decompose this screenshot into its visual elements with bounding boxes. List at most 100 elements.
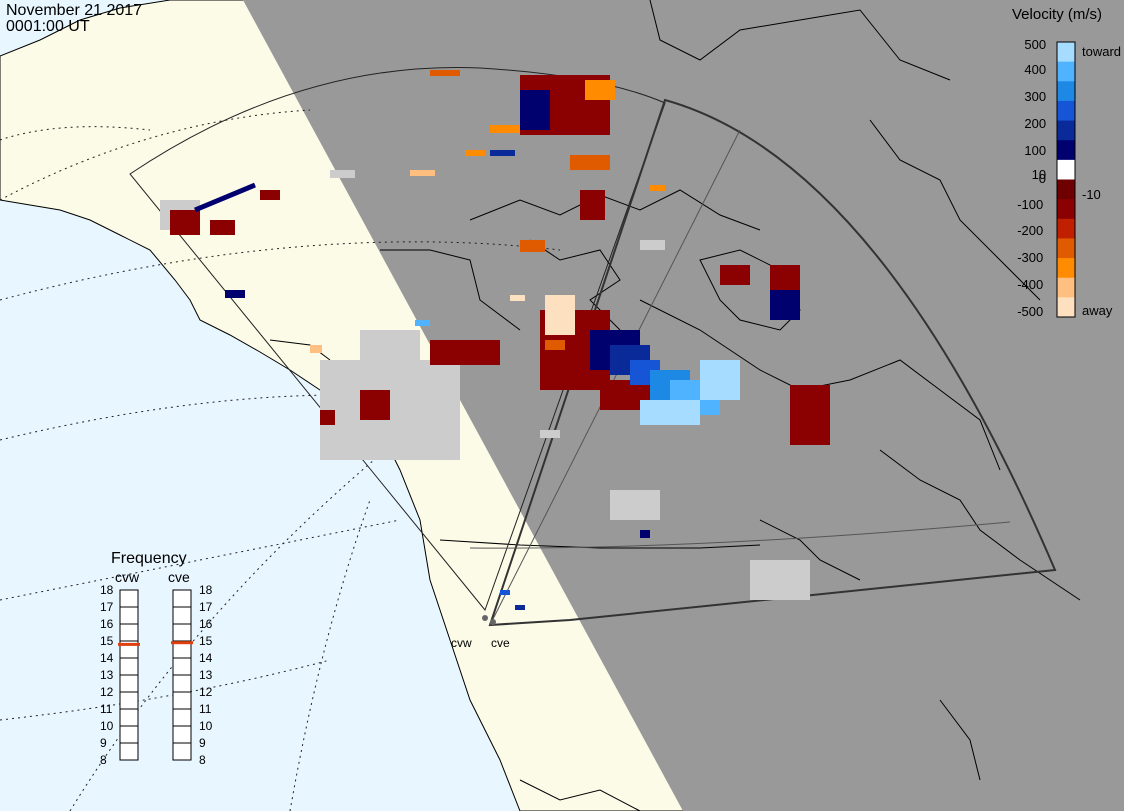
scatter-cell: [570, 155, 610, 170]
scatter-cell: [770, 265, 800, 290]
frequency-scale-label: 8: [199, 753, 206, 767]
frequency-scale-label: 14: [100, 651, 114, 665]
frequency-scale-label: 17: [199, 600, 213, 614]
grid-line-lon-1: [69, 429, 411, 811]
scatter-cell: [415, 320, 430, 326]
scatter-cell: [750, 560, 810, 600]
frequency-scale-label: 12: [199, 685, 213, 699]
scatter-cell: [770, 290, 800, 320]
scatter-cell: [310, 345, 322, 353]
colorbar-swatch: [1057, 277, 1075, 298]
coastline-hudson: [639, 299, 1001, 471]
frequency-scale-label: 10: [100, 719, 114, 733]
colorbar-swatch: [1057, 238, 1075, 259]
frequency-scale-label: 9: [199, 736, 206, 750]
colorbar-swatch: [1057, 100, 1075, 122]
scatter-cell: [225, 290, 245, 298]
frequency-scale-label: 17: [100, 600, 114, 614]
colorbar-tick-label: -10: [1082, 187, 1101, 202]
scatter-cell: [640, 400, 700, 425]
scatter-cell: [465, 150, 485, 156]
date-label: November 21 2017: [6, 2, 143, 19]
colorbar-swatch: [1057, 81, 1075, 102]
scatter-beam-alaska: [194, 182, 256, 213]
colorbar-tick-label: -500: [1017, 304, 1044, 319]
frequency-scale-label: 18: [100, 583, 114, 597]
colorbar-away-label: away: [1082, 303, 1113, 318]
frequency-scale-label: 14: [199, 651, 213, 665]
scatter-cell: [700, 360, 740, 400]
scatter-cell: [490, 150, 515, 156]
frequency-radar-label-cve: cve: [168, 569, 190, 585]
scatter-cell: [540, 430, 560, 438]
colorbar-swatch: [1057, 199, 1075, 220]
frequency-scale-label: 12: [100, 685, 114, 699]
frequency-scale-label: 15: [199, 634, 213, 648]
colorbar-tick-label: -400: [1017, 277, 1044, 292]
scatter-cell: [580, 190, 605, 220]
scatter-cell: [430, 70, 460, 76]
scatter-cell: [790, 385, 830, 445]
grid-line-lat-1: [0, 241, 561, 301]
colorbar-swatch: [1057, 42, 1075, 63]
colorbar-swatch: [1057, 258, 1075, 279]
colorbar-swatch: [1057, 179, 1075, 200]
frequency-scale-label: 11: [100, 702, 113, 716]
radar-site-label-cve: cve: [491, 636, 510, 650]
scatter-cell: [430, 340, 500, 365]
frequency-scale-label: 9: [100, 736, 107, 750]
colorbar-tick-label: 10: [1031, 167, 1047, 182]
frequency-radar-label-cvw: cvw: [115, 569, 140, 585]
frequency-scale-label: 10: [199, 719, 213, 733]
colorbar-swatch: [1057, 218, 1075, 239]
scatter-cell: [210, 220, 235, 235]
scatter-cell: [170, 210, 200, 235]
scatter-cell: [360, 390, 390, 420]
frequency-scale-label: 11: [199, 702, 212, 716]
frequency-scale-label: 8: [100, 753, 107, 767]
scatter-cell: [360, 330, 420, 370]
radar-site-cve-marker: [490, 619, 496, 625]
colorbar-tick-label: 300: [1024, 89, 1047, 104]
time-label: 0001:00 UT: [6, 18, 90, 35]
frequency-scale-label: 15: [100, 634, 114, 648]
scatter-cell: [320, 410, 335, 425]
grid-line-lat-4: [0, 519, 401, 601]
coastline-arctic-1: [469, 189, 761, 231]
scatter-cell: [545, 340, 565, 350]
scatter-cell: [650, 185, 665, 191]
scatter-cell: [500, 590, 510, 595]
colorbar-swatch: [1057, 140, 1075, 161]
coastline-south: [519, 779, 641, 811]
fov-cve-beam-line: [489, 129, 741, 626]
radar-site-cvw-marker: [482, 615, 488, 621]
scatter-cell: [520, 240, 545, 252]
frequency-scale-label: 13: [199, 668, 213, 682]
colorbar-swatch: [1057, 120, 1075, 141]
frequency-indicator-cvw: [118, 642, 140, 646]
coastline-east: [879, 449, 1081, 601]
colorbar-frame: [1056, 41, 1076, 318]
scatter-cell: [520, 90, 550, 130]
grid-line-lat-2: [0, 109, 311, 201]
frequency-scale-label: 16: [199, 617, 213, 631]
colorbar-tick-label: 500: [1024, 37, 1047, 52]
colorbar-tick-label: 0: [1038, 171, 1047, 186]
colorbar-tick-label: -100: [1017, 197, 1044, 212]
coastline-great-lakes: [759, 519, 861, 581]
colorbar-tick-label: 100: [1024, 143, 1047, 158]
frequency-indicator-cve: [171, 641, 193, 645]
fov-cvw: [129, 67, 666, 612]
scatter-cell: [515, 605, 525, 610]
colorbar-toward-label: toward: [1082, 44, 1122, 59]
colorbar-tick-label: 200: [1024, 116, 1047, 131]
colorbar-tick-label: 400: [1024, 62, 1047, 77]
colorbar-title: Velocity (m/s): [1012, 6, 1103, 23]
radar-site-label-cvw: cvw: [451, 636, 472, 650]
scatter-cell: [410, 170, 435, 176]
scatter-cell: [640, 240, 665, 250]
scatter-cell: [510, 295, 525, 301]
frequency-scale-label: 13: [100, 668, 114, 682]
